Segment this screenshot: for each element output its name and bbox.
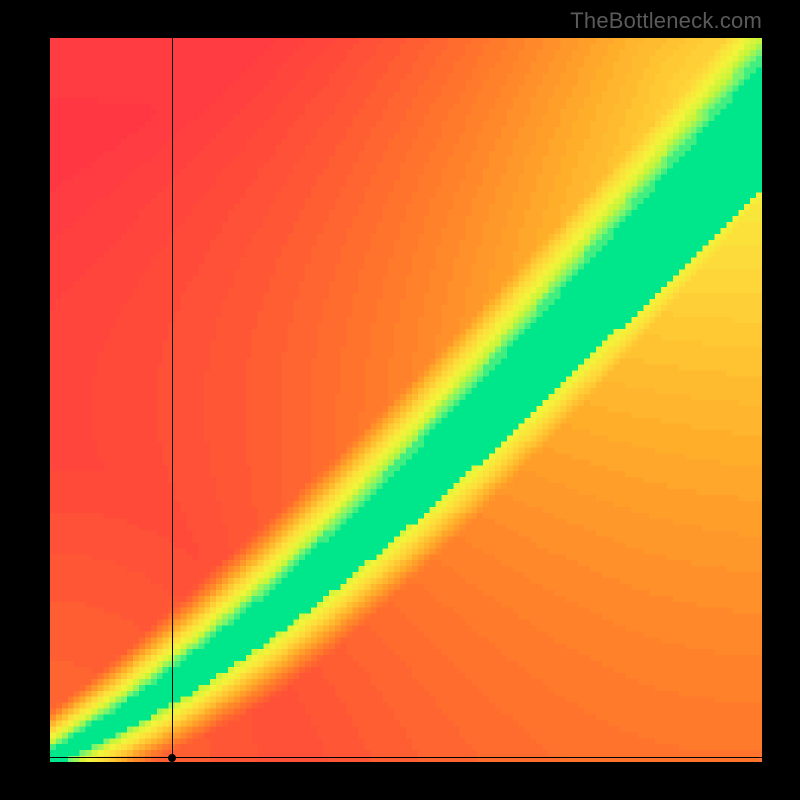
crosshair-horizontal (50, 757, 762, 758)
heatmap-canvas (50, 38, 762, 762)
crosshair-vertical (172, 38, 173, 762)
heatmap-plot (50, 38, 762, 762)
watermark-text: TheBottleneck.com (570, 8, 762, 34)
